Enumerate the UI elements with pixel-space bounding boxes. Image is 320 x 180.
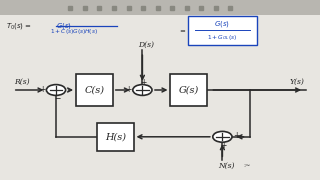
Text: H(s): H(s) [105,132,126,141]
Text: G(s): G(s) [179,86,199,94]
Text: D(s): D(s) [138,41,154,49]
FancyBboxPatch shape [0,0,320,15]
Text: $G(s)$: $G(s)$ [214,19,230,29]
Text: Y(s): Y(s) [289,78,304,86]
FancyBboxPatch shape [97,123,134,151]
Text: +: + [140,78,147,87]
Text: $1+G_{OL}(s)$: $1+G_{OL}(s)$ [207,33,237,42]
Text: N(s): N(s) [218,162,235,170]
Text: $1+C(s)G(s)H(s)$: $1+C(s)G(s)H(s)$ [50,27,98,36]
Text: $=$: $=$ [178,26,187,34]
Text: +: + [125,85,132,94]
Text: −: − [54,94,60,103]
Text: $T_0(s)=$: $T_0(s)=$ [6,21,32,31]
FancyBboxPatch shape [170,74,207,106]
Text: +: + [220,141,227,150]
Text: :∼: :∼ [243,163,251,168]
Text: +: + [233,131,239,140]
FancyBboxPatch shape [188,16,257,45]
Text: C(s): C(s) [84,86,104,94]
Text: +: + [39,85,45,94]
Circle shape [213,131,232,142]
Text: R(s): R(s) [14,78,30,86]
FancyBboxPatch shape [76,74,113,106]
Circle shape [46,85,66,95]
Circle shape [133,85,152,95]
Text: $G(s)$: $G(s)$ [56,21,72,31]
